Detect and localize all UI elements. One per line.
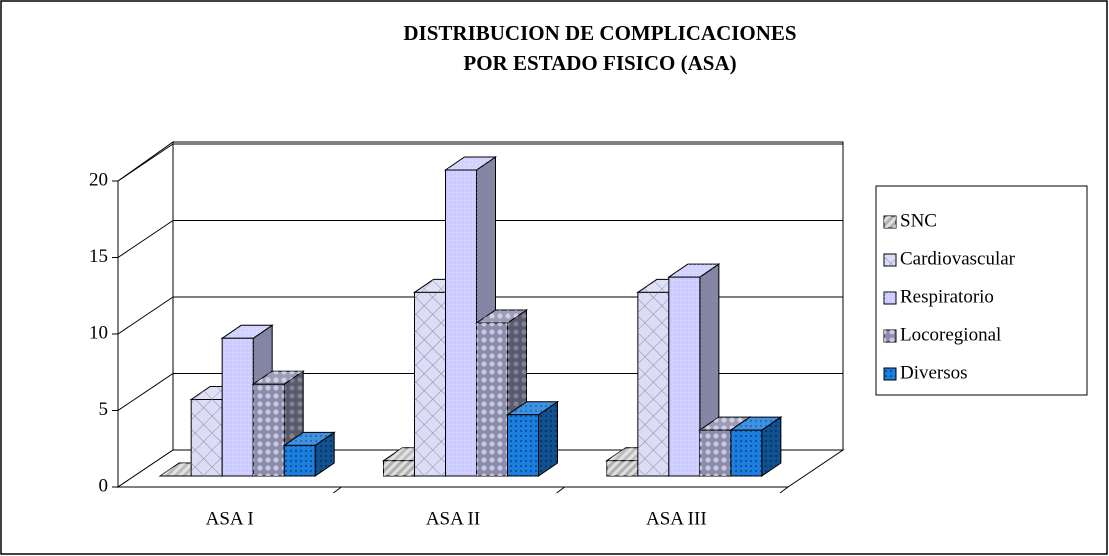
bar-front-texture: [606, 460, 638, 476]
bar-top-texture: [253, 371, 304, 385]
bar-top-texture: [507, 401, 558, 415]
x-tick: [556, 486, 565, 494]
grid-line: [117, 143, 174, 182]
bar: [505, 400, 560, 477]
bar-top-texture: [476, 310, 527, 323]
bar-front-texture: [507, 414, 539, 476]
bar-top-texture: [445, 157, 496, 170]
bar-front-texture: [637, 292, 669, 476]
x-tick: [333, 486, 342, 494]
bar-top-texture: [222, 325, 273, 339]
bar-top-texture: [699, 417, 750, 431]
bar-front-texture: [699, 430, 731, 476]
legend-label: Diversos: [900, 362, 968, 383]
grid-line: [117, 220, 174, 258]
x-tick: [779, 486, 789, 494]
x-tick-label: ASA I: [206, 508, 254, 529]
side-wall: [117, 141, 174, 488]
bar-front-texture: [253, 384, 285, 476]
legend-label: Locoregional: [900, 324, 1001, 345]
legend-swatch-texture: [884, 330, 896, 342]
legend-swatch-texture: [884, 292, 896, 304]
legend-swatch-texture: [884, 254, 896, 266]
legend: [875, 185, 1088, 396]
y-tick-label: 20: [89, 169, 108, 190]
bar-front-texture: [191, 399, 223, 476]
bar-front-texture: [476, 323, 508, 476]
bar-front-texture: [222, 338, 254, 476]
bar-front-texture: [445, 170, 477, 476]
bar: [282, 431, 336, 477]
bar-front-texture: [668, 277, 700, 476]
y-tick-label: 5: [99, 399, 109, 420]
bar-top-texture: [668, 264, 719, 278]
bar-front-texture: [383, 460, 415, 476]
bar-front-texture: [414, 292, 446, 476]
chart-title: DISTRIBUCION DE COMPLICACIONES: [403, 21, 796, 45]
legend-label: SNC: [900, 210, 937, 231]
bar-top-texture: [730, 417, 781, 431]
bar-side-texture: [538, 401, 558, 476]
bar-front-texture: [730, 430, 762, 476]
chart-title: POR ESTADO FISICO (ASA): [463, 51, 736, 75]
y-tick-label: 10: [89, 322, 108, 343]
y-tick-label: 0: [99, 475, 109, 496]
bar-front-texture: [284, 445, 316, 476]
bar-side-texture: [761, 417, 781, 476]
bar-side-texture: [315, 432, 335, 476]
grid-line: [117, 373, 174, 411]
grid-line: [117, 296, 174, 335]
legend-label: Cardiovascular: [900, 248, 1016, 269]
bar-top-texture: [284, 432, 335, 446]
legend-swatch-texture: [884, 216, 896, 228]
bar: [729, 416, 783, 477]
y-tick-label: 15: [89, 246, 108, 267]
legend-swatch-texture: [884, 368, 896, 380]
x-tick-label: ASA III: [646, 508, 707, 529]
legend-label: Respiratorio: [900, 286, 994, 307]
x-tick-label: ASA II: [426, 508, 480, 529]
